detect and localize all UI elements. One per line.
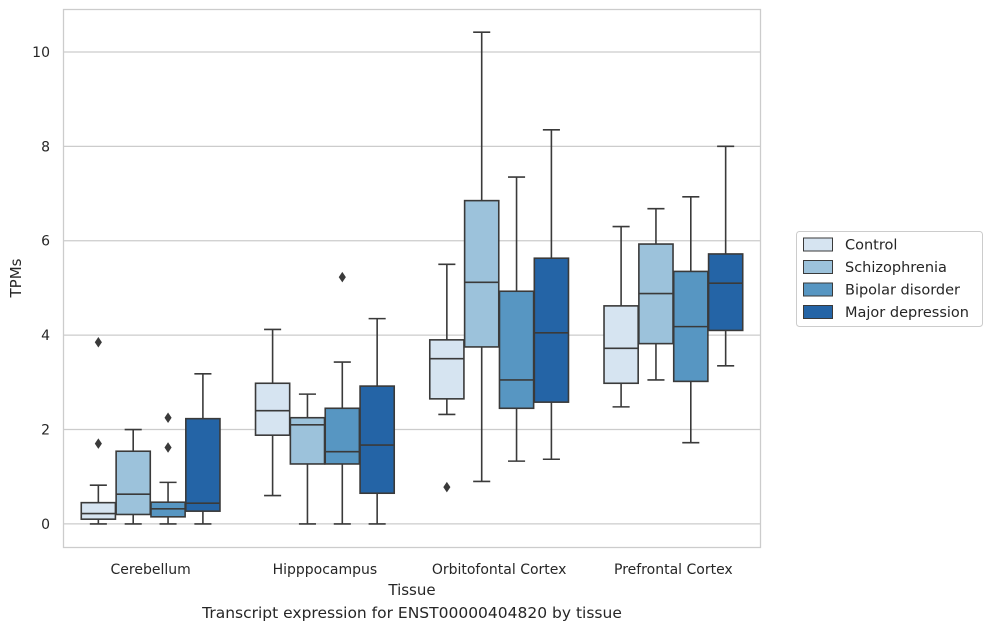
legend-label-schizophrenia: Schizophrenia	[845, 260, 947, 276]
legend-label-control: Control	[845, 238, 897, 254]
box-body	[498, 290, 535, 410]
box-prefrontal-cortex-bipolar-disorder	[672, 196, 709, 444]
legend-frame	[796, 231, 983, 327]
box-body	[185, 417, 221, 512]
x-tick-label: Prefrontal Cortex	[614, 562, 733, 578]
box-body	[428, 339, 465, 400]
box-prefrontal-cortex-schizophrenia	[638, 207, 674, 381]
box-orbitofontal-cortex-major-depression	[533, 129, 570, 461]
legend-swatch-schizophrenia	[803, 260, 833, 274]
legend-swatch-control	[803, 237, 833, 252]
outlier-point	[164, 412, 172, 423]
legend-label-major-depression: Major depression	[845, 305, 969, 321]
box-prefrontal-cortex-control	[603, 225, 639, 408]
box-cerebellum-bipolar-disorder	[150, 412, 186, 525]
y-tick-labels: 0 2 4 6 8 10	[32, 45, 50, 533]
box-body	[533, 257, 570, 403]
outlier-point	[338, 271, 346, 283]
box-orbitofontal-cortex-schizophrenia	[463, 31, 500, 483]
outlier-point	[94, 336, 102, 348]
y-tick-label: 2	[41, 423, 50, 439]
boxes	[80, 31, 744, 525]
plot-area-frame	[62, 8, 762, 549]
x-tick-label: Orbitofontal Cortex	[432, 562, 567, 578]
box-hipppocampus-control	[254, 328, 291, 497]
y-tick-label: 8	[41, 139, 50, 155]
legend: Control Schizophrenia Bipolar disorder Majo…	[796, 231, 983, 327]
box-orbitofontal-cortex-control	[428, 263, 465, 493]
x-tick-label: Hipppocampus	[273, 562, 378, 578]
box-body	[603, 305, 639, 385]
box-body	[707, 253, 744, 332]
box-body	[80, 501, 117, 520]
chart-caption: Transcript expression for ENST0000040482…	[202, 604, 622, 622]
y-axis-label: TPMs	[7, 258, 25, 298]
outlier-point	[164, 442, 172, 453]
box-cerebellum-schizophrenia	[115, 428, 152, 525]
legend-swatch-major-depression	[803, 305, 833, 319]
box-body	[115, 450, 152, 516]
y-tick-label: 6	[41, 234, 50, 250]
outlier-point	[94, 438, 102, 449]
box-prefrontal-cortex-major-depression	[707, 145, 744, 367]
box-hipppocampus-major-depression	[359, 317, 396, 525]
legend-swatch-bipolar-disorder	[803, 282, 833, 297]
y-tick-label: 10	[32, 45, 50, 61]
box-hipppocampus-bipolar-disorder	[324, 271, 361, 525]
legend-label-bipolar-disorder: Bipolar disorder	[845, 283, 960, 299]
x-tick-labels: Cerebellum Hipppocampus Orbitofontal Corte…	[111, 562, 733, 578]
box-orbitofontal-cortex-bipolar-disorder	[498, 176, 535, 462]
y-tick-label: 0	[41, 517, 50, 533]
outlier-point	[443, 481, 451, 493]
box-body	[359, 385, 396, 495]
box-body	[324, 407, 361, 465]
box-hipppocampus-schizophrenia	[289, 393, 326, 525]
box-body	[254, 382, 291, 436]
x-tick-label: Cerebellum	[111, 562, 191, 578]
x-axis-label: Tissue	[387, 581, 435, 599]
grid-lines	[63, 51, 761, 525]
box-cerebellum-control	[80, 336, 117, 525]
box-body	[463, 199, 500, 348]
box-cerebellum-major-depression	[185, 373, 221, 525]
y-tick-label: 4	[41, 328, 50, 344]
